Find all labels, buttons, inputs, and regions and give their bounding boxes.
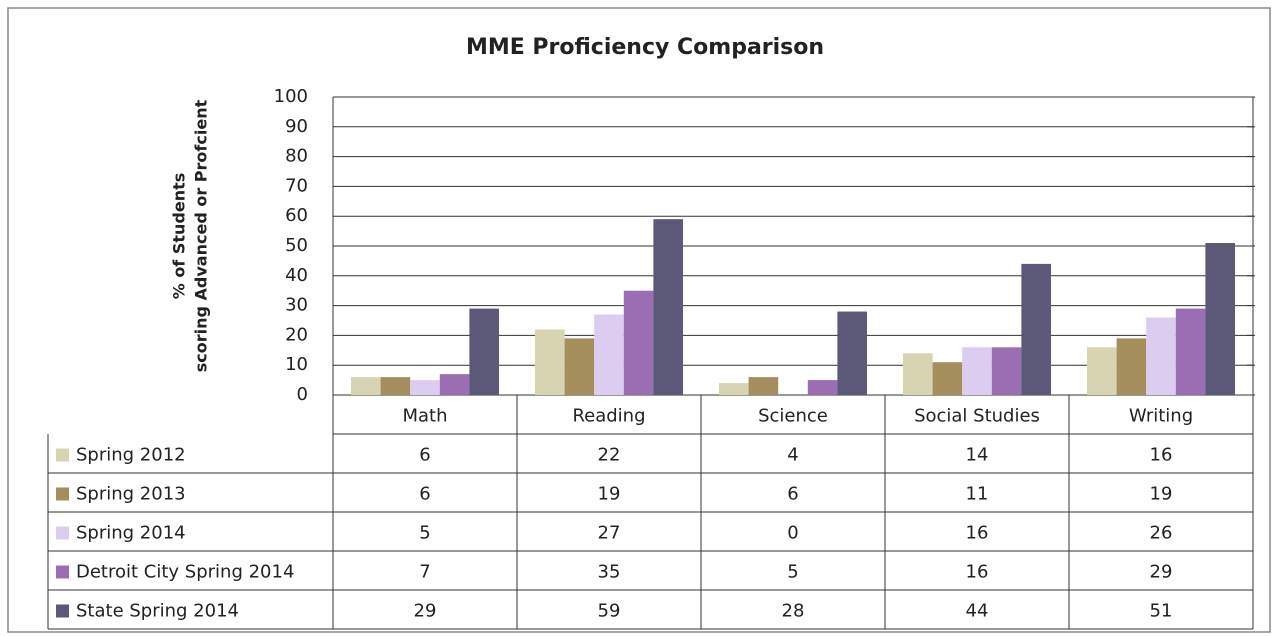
table-value: 19 [1150,484,1173,505]
bar [1116,338,1147,395]
bar [1205,243,1235,395]
legend-swatch [56,448,69,462]
table-value: 4 [787,445,798,466]
bar [594,314,624,395]
table-value: 14 [966,445,989,466]
table-value: 6 [419,445,430,466]
legend-label: Spring 2014 [76,523,186,544]
bar [623,290,654,395]
bar [410,380,440,395]
table-value: 35 [598,562,621,583]
bar [1146,317,1176,395]
y-axis-label: % of Students [170,173,189,300]
y-tick-label: 80 [285,146,308,167]
table-value: 16 [1150,445,1173,466]
x-tick-label: Reading [572,406,645,427]
bar [351,377,381,395]
y-tick-label: 30 [285,295,308,316]
table-value: 6 [419,484,430,505]
y-tick-label: 60 [285,205,308,226]
bar [1175,308,1206,395]
bar [748,377,779,395]
bar [469,308,499,395]
bar [932,362,963,395]
table-value: 59 [598,601,621,622]
y-tick-label: 20 [285,324,308,345]
x-tick-label: Writing [1129,406,1193,427]
legend-swatch [56,565,69,579]
chart-title: MME Proficiency Comparison [466,35,824,60]
bar [380,377,411,395]
bar [1021,263,1051,395]
legend-label: Spring 2012 [76,445,186,466]
table-value: 11 [966,484,989,505]
bar [807,380,838,395]
table-value: 16 [966,562,989,583]
bar [991,347,1022,395]
y-axis-label: scoring Advanced or Profcient [192,99,211,372]
y-tick-label: 100 [274,86,308,107]
bar [903,353,933,395]
bar [535,329,565,395]
table-value: 51 [1150,601,1173,622]
table-value: 26 [1150,523,1173,544]
legend-swatch [56,604,69,618]
table-value: 0 [787,523,798,544]
y-tick-label: 50 [285,235,308,256]
table-value: 29 [1150,562,1173,583]
legend-swatch [56,526,69,540]
x-tick-label: Social Studies [914,406,1040,427]
bar [564,338,595,395]
bar [837,311,867,395]
legend-swatch [56,487,69,501]
table-value: 44 [966,601,989,622]
y-tick-label: 0 [297,384,308,405]
table-value: 22 [598,445,621,466]
bar [1087,347,1117,395]
y-tick-label: 70 [285,175,308,196]
y-tick-label: 40 [285,265,308,286]
y-tick-label: 90 [285,116,308,137]
x-tick-label: Science [758,406,828,427]
x-tick-label: Math [402,406,447,427]
y-tick-label: 10 [285,354,308,375]
bar [962,347,992,395]
table-value: 16 [966,523,989,544]
table-value: 27 [598,523,621,544]
bar [653,219,683,395]
legend-label: Spring 2013 [76,484,186,505]
table-value: 5 [419,523,430,544]
table-value: 6 [787,484,798,505]
table-value: 28 [782,601,805,622]
legend-label: Detroit City Spring 2014 [76,562,294,583]
table-value: 29 [414,601,437,622]
table-value: 19 [598,484,621,505]
bar [719,383,749,395]
legend-label: State Spring 2014 [76,601,239,622]
table-value: 7 [419,562,430,583]
bar [439,374,470,395]
table-value: 5 [787,562,798,583]
